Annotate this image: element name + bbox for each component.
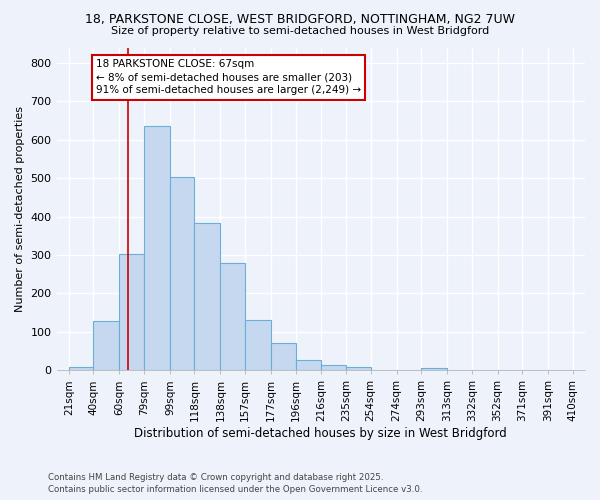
Bar [245, 320, 271, 370]
Bar [271, 343, 296, 370]
Text: Contains HM Land Registry data © Crown copyright and database right 2025.
Contai: Contains HM Land Registry data © Crown c… [48, 472, 422, 494]
Text: 18 PARKSTONE CLOSE: 67sqm
← 8% of semi-detached houses are smaller (203)
91% of : 18 PARKSTONE CLOSE: 67sqm ← 8% of semi-d… [96, 59, 361, 96]
Bar [220, 264, 245, 370]
Bar [69, 367, 94, 370]
Bar [322, 366, 346, 370]
Bar [170, 177, 194, 370]
Bar [296, 360, 322, 370]
Bar [421, 368, 447, 370]
Bar [194, 223, 220, 370]
Y-axis label: Number of semi-detached properties: Number of semi-detached properties [15, 106, 25, 312]
Text: 18, PARKSTONE CLOSE, WEST BRIDGFORD, NOTTINGHAM, NG2 7UW: 18, PARKSTONE CLOSE, WEST BRIDGFORD, NOT… [85, 12, 515, 26]
X-axis label: Distribution of semi-detached houses by size in West Bridgford: Distribution of semi-detached houses by … [134, 427, 507, 440]
Bar [94, 321, 119, 370]
Bar [144, 126, 170, 370]
Bar [346, 367, 371, 370]
Text: Size of property relative to semi-detached houses in West Bridgford: Size of property relative to semi-detach… [111, 26, 489, 36]
Bar [119, 254, 144, 370]
